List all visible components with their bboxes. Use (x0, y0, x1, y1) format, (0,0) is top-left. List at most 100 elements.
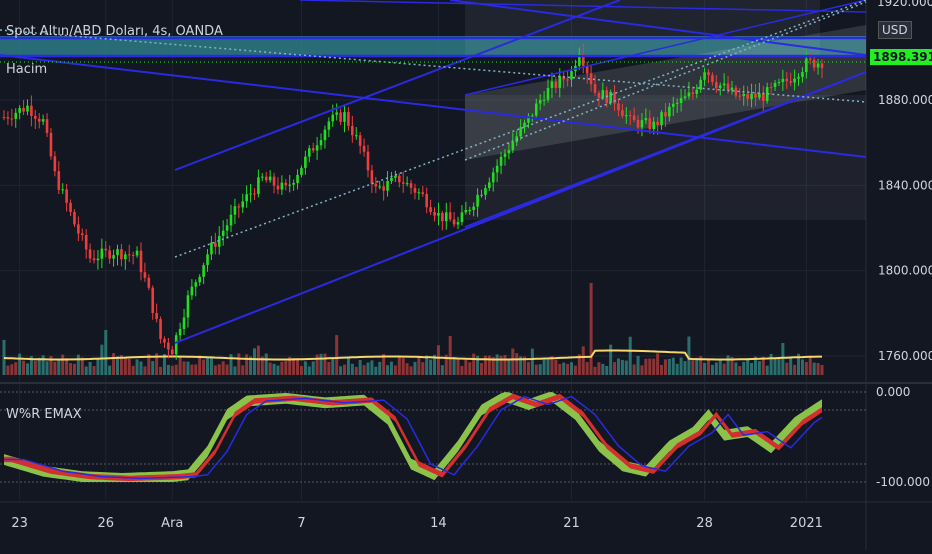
volume-bar-189 (742, 361, 746, 375)
volume-bar-79 (311, 361, 315, 375)
candle-body-3 (14, 112, 18, 119)
volume-bar-202 (793, 364, 797, 375)
volume-bar-60 (237, 353, 241, 375)
volume-bar-200 (785, 362, 789, 375)
volume-bar-108 (425, 355, 429, 375)
volume-bar-71 (280, 361, 284, 375)
candle-body-12 (49, 132, 53, 157)
volume-bar-181 (710, 364, 714, 375)
candle-body-206 (808, 58, 812, 60)
candle-body-182 (715, 82, 718, 89)
volume-bar-59 (233, 366, 237, 375)
volume-bar-188 (738, 366, 742, 375)
volume-bar-34 (135, 359, 139, 375)
candle-body-6 (26, 105, 29, 112)
volume-bar-147 (577, 354, 581, 375)
candle-body-65 (257, 177, 260, 194)
candle-body-86 (339, 112, 342, 122)
volume-bar-18 (72, 363, 76, 375)
volume-bar-176 (691, 360, 695, 375)
volume-bar-91 (358, 359, 362, 375)
volume-bar-44 (174, 364, 178, 375)
volume-bar-173 (679, 357, 683, 375)
volume-bar-109 (429, 359, 433, 375)
volume-bar-73 (288, 356, 292, 375)
x-tick-label-5: 21 (563, 516, 580, 531)
volume-bar-161 (632, 364, 636, 375)
candle-body-39 (155, 312, 158, 320)
volume-bar-104 (409, 366, 413, 375)
volume-bar-190 (746, 358, 750, 375)
candle-body-185 (726, 83, 730, 91)
volume-bar-159 (624, 360, 628, 375)
volume-bar-66 (260, 356, 264, 375)
candle-body-4 (18, 107, 21, 113)
volume-label: Hacim (6, 62, 48, 77)
candle-body-13 (53, 156, 57, 172)
volume-bar-128 (503, 354, 507, 375)
candle-body-113 (444, 212, 448, 222)
volume-bar-174 (683, 361, 687, 375)
volume-bar-27 (108, 365, 112, 375)
volume-bar-12 (49, 356, 53, 375)
volume-bar-35 (139, 361, 143, 375)
volume-bar-19 (76, 354, 80, 375)
candle-body-207 (812, 59, 816, 68)
trend-upper-long (174, 0, 621, 171)
volume-bar-102 (401, 358, 405, 375)
volume-bar-51 (202, 359, 206, 375)
candle-body-110 (433, 211, 436, 216)
volume-bar-110 (433, 354, 437, 375)
candle-body-147 (578, 54, 581, 66)
volume-bar-203 (797, 353, 801, 375)
candle-body-209 (820, 63, 824, 68)
candle-body-142 (558, 76, 562, 88)
volume-bar-132 (519, 356, 523, 375)
candle-body-176 (691, 92, 695, 94)
candle-body-59 (233, 206, 237, 215)
candle-body-196 (769, 87, 773, 89)
candle-body-195 (765, 87, 769, 101)
x-tick-label-4: 14 (430, 516, 447, 531)
volume-bar-105 (413, 361, 417, 375)
volume-bar-126 (495, 354, 499, 375)
volume-bar-117 (460, 365, 464, 375)
candle-body-22 (88, 249, 92, 259)
channel-band (465, 25, 866, 160)
candle-body-133 (523, 122, 526, 128)
candle-body-30 (120, 249, 123, 260)
candle-body-103 (405, 183, 409, 185)
candle-body-192 (754, 93, 757, 98)
volume-bar-96 (378, 361, 382, 375)
candle-body-149 (585, 65, 589, 74)
dotted-median-2 (464, 1, 867, 161)
volume-bar-172 (675, 363, 679, 375)
volume-bar-171 (671, 357, 675, 375)
volume-bar-185 (726, 355, 730, 375)
candle-body-183 (718, 85, 722, 89)
x-tick-label-3: 7 (297, 516, 305, 531)
volume-bar-41 (162, 353, 166, 375)
candle-body-116 (456, 222, 460, 225)
volume-bar-170 (667, 358, 671, 375)
volume-bar-114 (448, 335, 452, 375)
volume-bar-142 (558, 363, 562, 375)
candle-body-82 (323, 129, 327, 141)
candle-body-100 (394, 175, 397, 178)
volume-bar-2 (10, 364, 14, 375)
candle-body-134 (527, 115, 530, 123)
volume-bar-207 (812, 362, 816, 375)
volume-bar-23 (92, 366, 96, 375)
volume-bar-119 (468, 362, 472, 375)
candle-body-83 (327, 121, 331, 130)
candle-body-10 (41, 119, 45, 122)
volume-bar-20 (80, 357, 84, 375)
candle-body-38 (151, 287, 155, 313)
volume-bar-15 (61, 354, 65, 375)
volume-bar-199 (781, 343, 785, 375)
volume-bar-63 (249, 356, 253, 375)
volume-bar-153 (601, 363, 605, 375)
candle-body-14 (57, 171, 61, 190)
